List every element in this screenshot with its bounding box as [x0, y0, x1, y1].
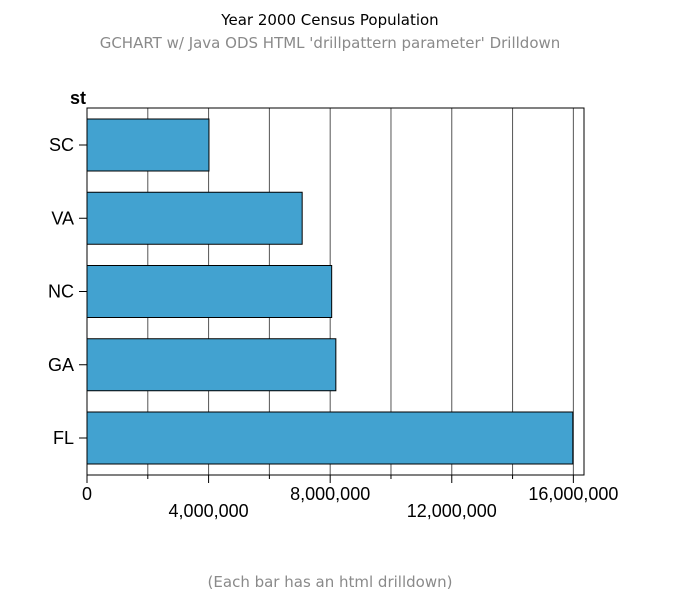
category-label-fl: FL — [53, 428, 74, 448]
chart-subtitle: GCHART w/ Java ODS HTML 'drillpattern pa… — [100, 34, 561, 52]
category-label-sc: SC — [49, 135, 74, 155]
bar-va[interactable] — [86, 191, 303, 245]
bar-ga[interactable] — [86, 338, 337, 392]
x-tick-label: 16,000,000 — [528, 484, 618, 504]
bar-sc[interactable] — [86, 118, 210, 172]
x-tick-label: 0 — [82, 484, 92, 504]
x-tick-label: 8,000,000 — [290, 484, 370, 504]
category-label-ga: GA — [48, 355, 74, 375]
y-axis-title: st — [70, 88, 86, 108]
x-tick-label: 12,000,000 — [407, 501, 497, 521]
x-axis-ticks: 0 4,000,000 8,000,000 12,000,000 16,000,000 — [82, 475, 618, 521]
category-label-va: VA — [51, 208, 74, 228]
category-labels: SC VA NC GA FL — [48, 135, 87, 448]
bar-fl[interactable] — [86, 411, 574, 465]
chart-footnote: (Each bar has an html drilldown) — [208, 573, 453, 591]
category-label-nc: NC — [48, 282, 74, 302]
bar-nc[interactable] — [86, 265, 333, 318]
x-tick-label: 4,000,000 — [169, 501, 249, 521]
chart-title: Year 2000 Census Population — [220, 11, 438, 29]
